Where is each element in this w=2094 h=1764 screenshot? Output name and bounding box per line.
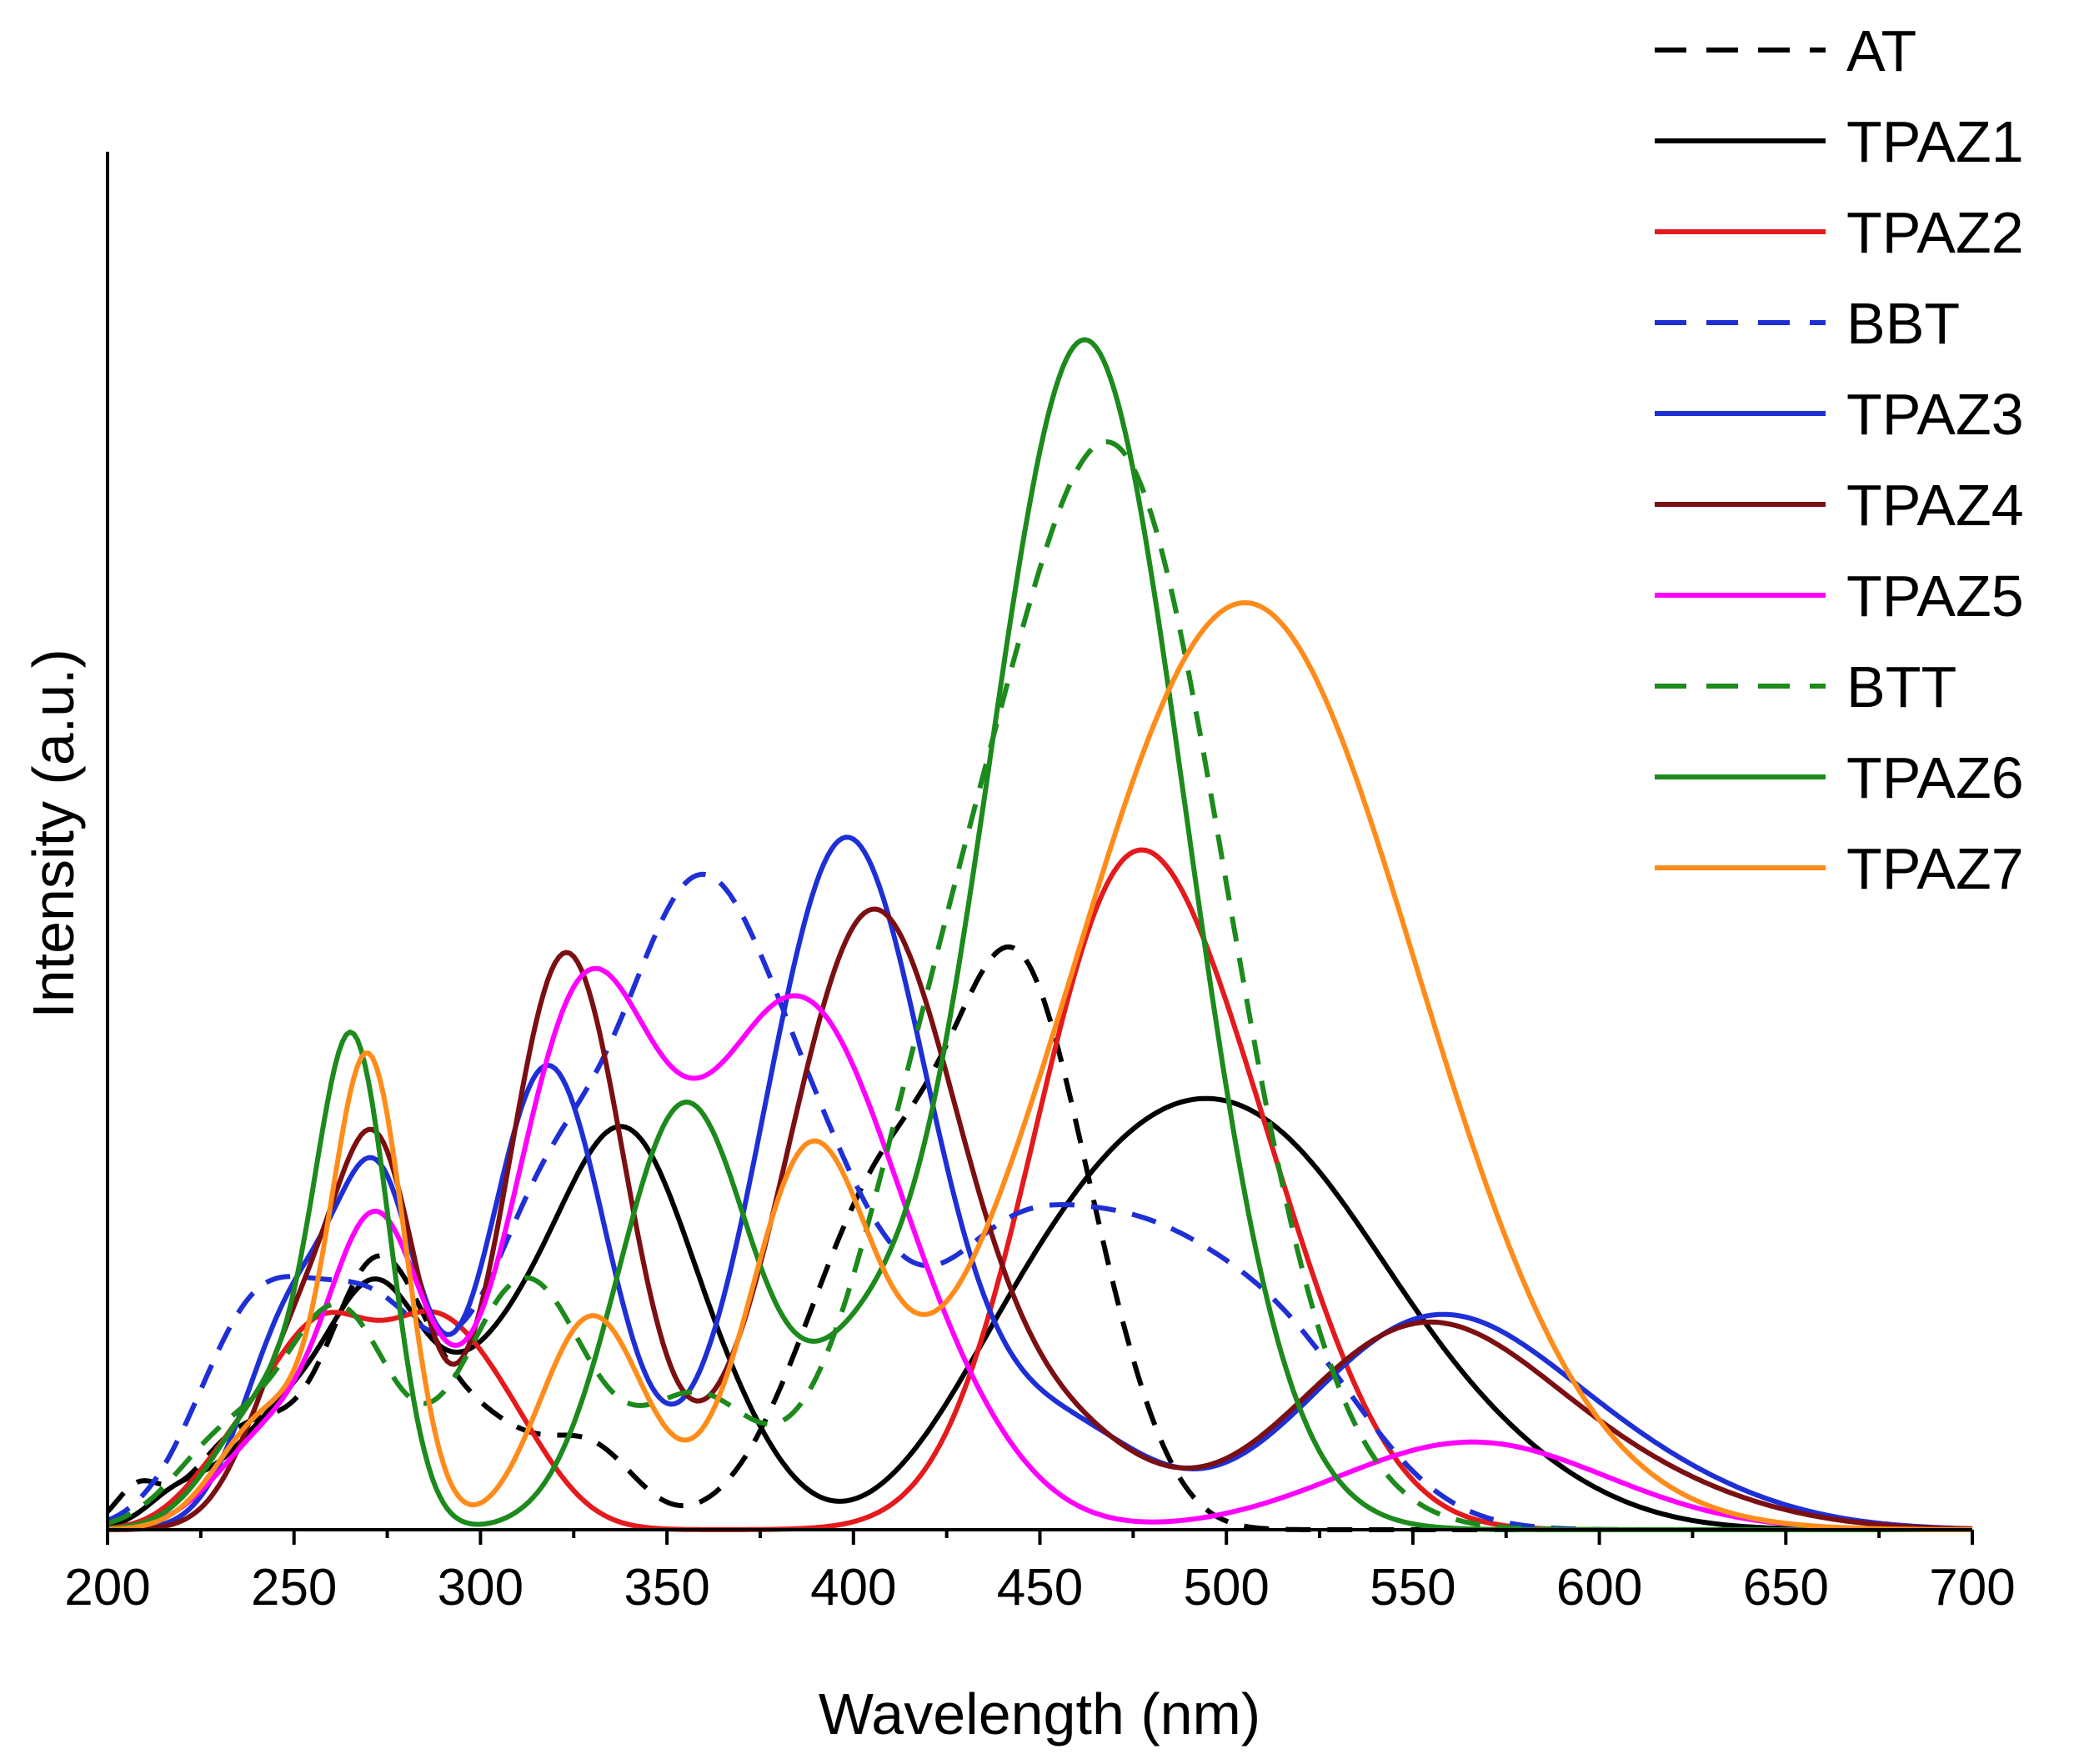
series-line-tpaz2 [107, 847, 1972, 1532]
legend-label: TPAZ6 [1846, 745, 2024, 810]
tick-layer: 200 250 300 350 400 450 500 550 600 650 700 [64, 1530, 2016, 1616]
x-tick-label: 600 [1556, 1559, 1642, 1616]
x-tick-label: 300 [438, 1559, 524, 1616]
series-layer [105, 337, 1973, 1532]
x-tick-label: 500 [1183, 1559, 1269, 1616]
legend-label: TPAZ2 [1846, 200, 2024, 265]
legend-label: BTT [1846, 654, 1956, 719]
axes-layer [106, 152, 1972, 1531]
x-tick-label: 400 [810, 1559, 896, 1616]
legend-label: TPAZ1 [1846, 109, 2024, 174]
series-line-at [105, 944, 1972, 1532]
series-line-tpaz3 [108, 834, 1973, 1532]
y-axis-title: Intensity (a.u.) [21, 649, 86, 1019]
series-line-btt [107, 438, 1972, 1532]
legend-label: TPAZ5 [1846, 564, 2024, 629]
series-line-tpaz4 [108, 906, 1973, 1532]
x-tick-label: 250 [251, 1559, 337, 1616]
x-tick-label: 700 [1929, 1559, 2015, 1616]
legend-label: TPAZ3 [1846, 382, 2024, 447]
series-line-tpaz7 [107, 600, 1973, 1532]
legend-label: BBT [1846, 291, 1960, 356]
legend-label: TPAZ7 [1846, 836, 2024, 901]
series-line-tpaz5 [107, 965, 1972, 1532]
x-tick-label: 650 [1743, 1559, 1829, 1616]
x-tick-label: 200 [64, 1559, 150, 1616]
x-tick-label: 450 [997, 1559, 1083, 1616]
legend-label: TPAZ4 [1846, 473, 2024, 538]
legend: AT TPAZ1 TPAZ2 BBT TPAZ3 TPAZ4 TPAZ5 BTT TPAZ6 TP… [1655, 18, 2024, 901]
x-tick-label: 550 [1370, 1559, 1455, 1616]
x-axis-title: Wavelength (nm) [819, 1681, 1260, 1746]
legend-label: AT [1846, 18, 1916, 83]
x-tick-label: 350 [624, 1559, 709, 1616]
